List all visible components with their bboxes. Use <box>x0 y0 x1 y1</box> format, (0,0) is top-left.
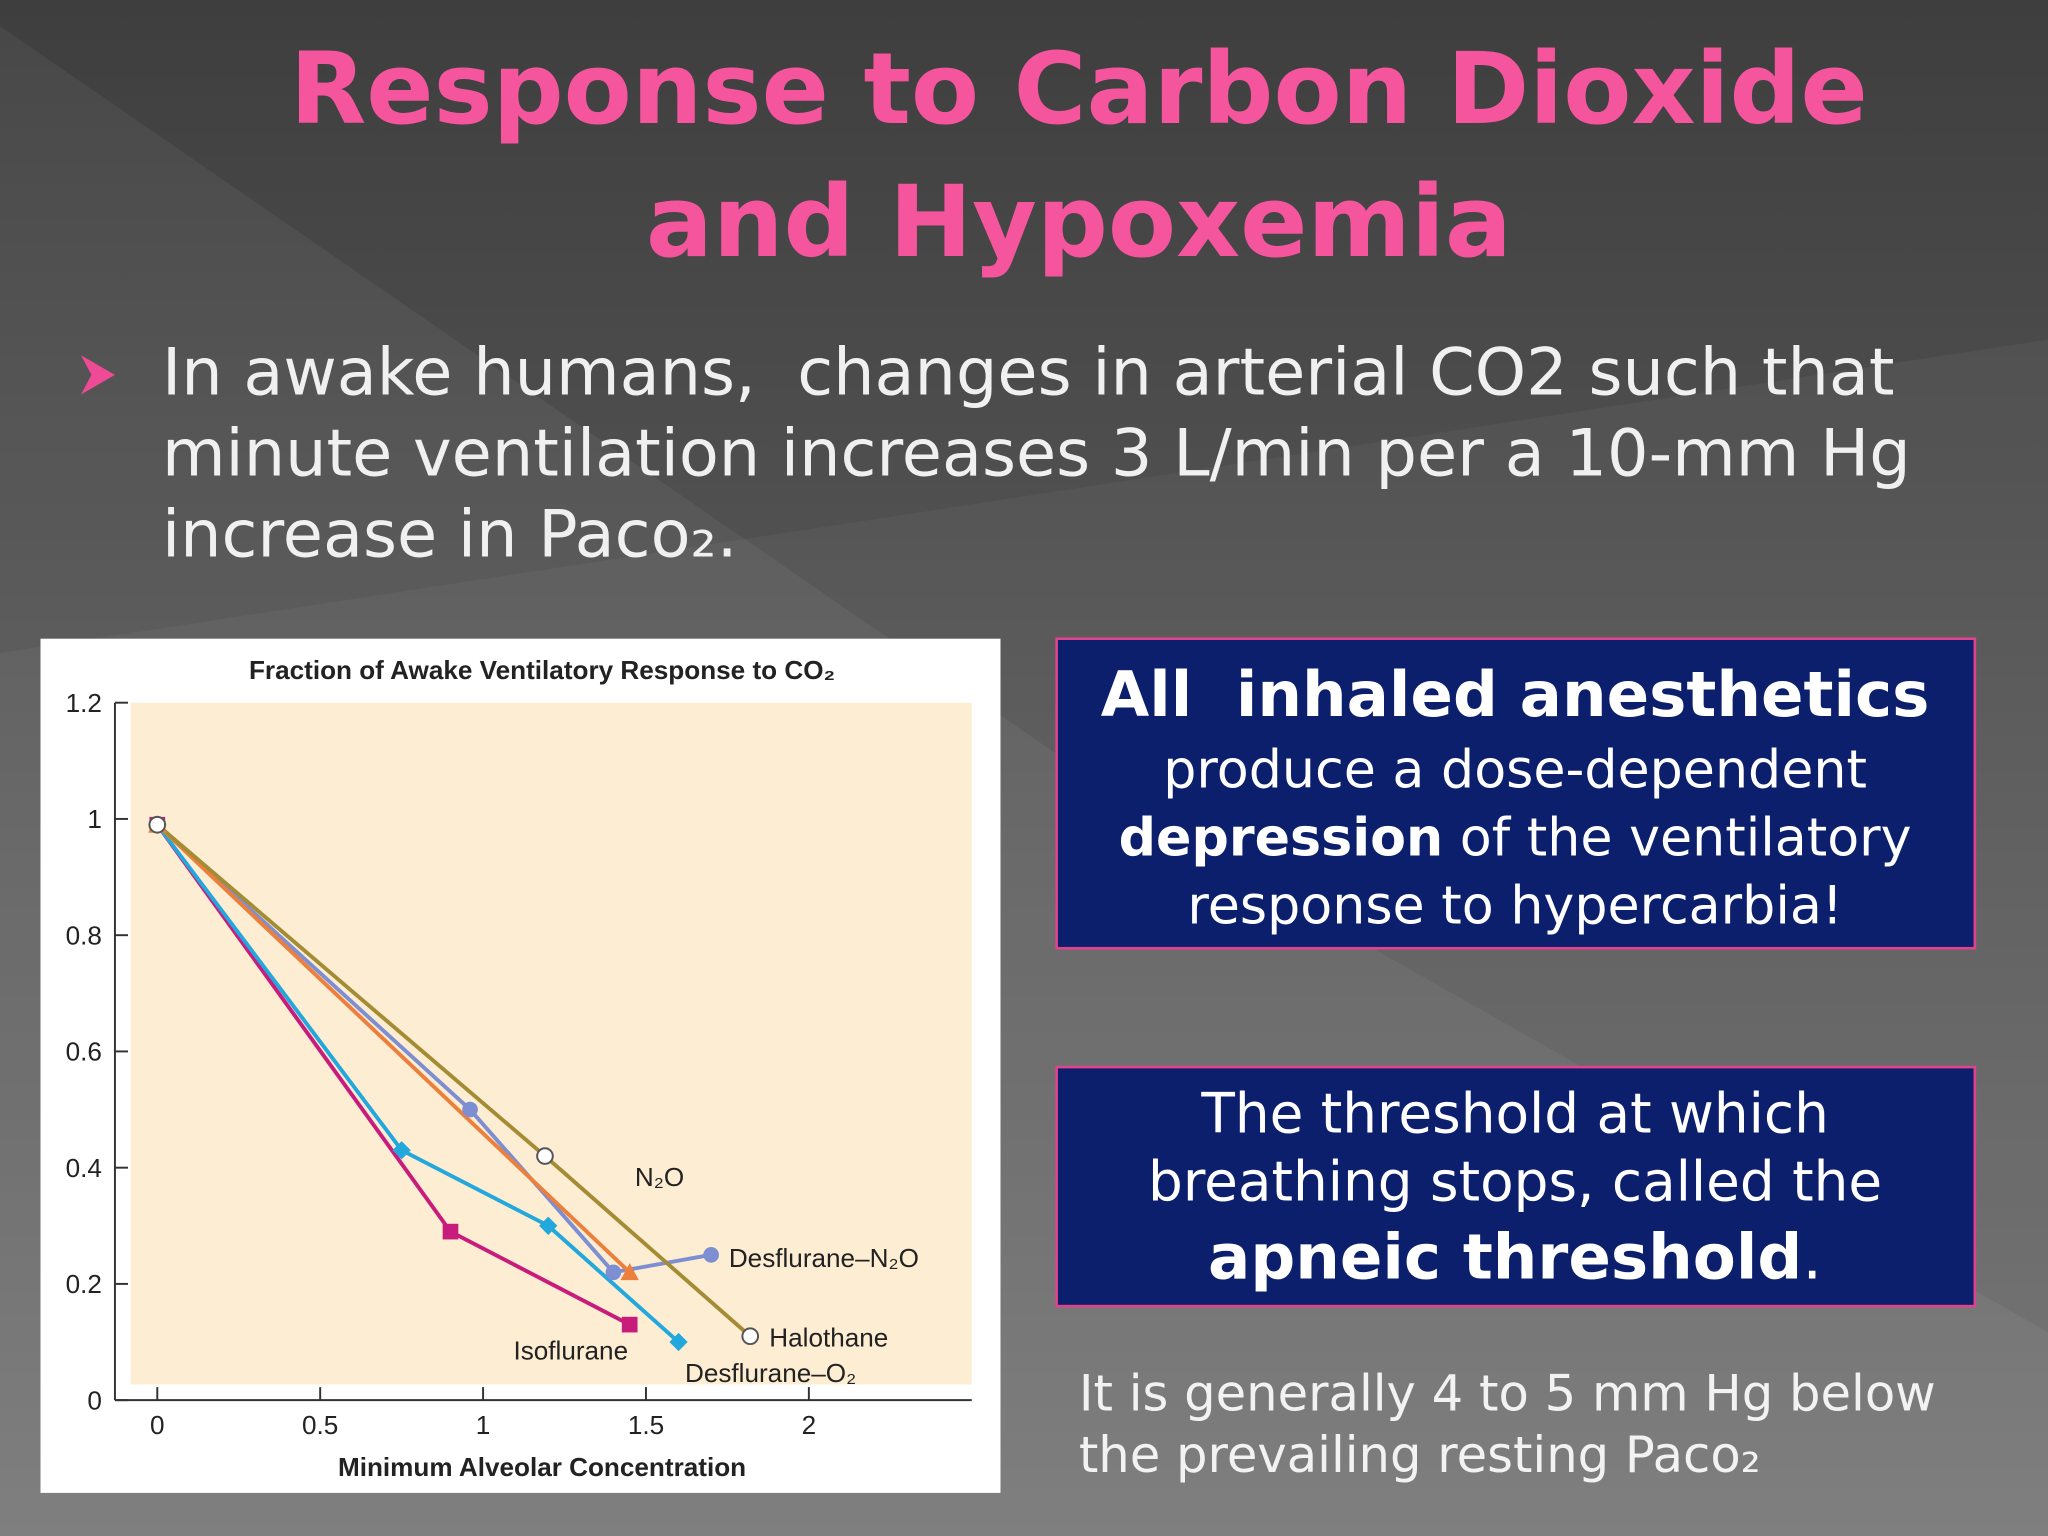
y-tick-label: 0.2 <box>66 1269 102 1299</box>
y-tick-label: 0.8 <box>66 920 102 950</box>
callout-emphasis: apneic threshold <box>1208 1221 1802 1294</box>
bullet-text: In awake humans, changes in arterial CO2… <box>162 334 1895 410</box>
marker <box>703 1247 719 1263</box>
marker <box>539 1216 558 1235</box>
x-tick-label: 0.5 <box>302 1410 338 1440</box>
callout-text: apneic threshold. <box>1208 1221 1822 1294</box>
y-tick-label: 0.4 <box>66 1153 102 1183</box>
x-tick-label: 0 <box>150 1410 165 1440</box>
slide-title: and Hypoxemia <box>646 165 1512 280</box>
plot-area <box>130 702 972 1385</box>
callout-emphasis: depression <box>1119 809 1444 869</box>
callout-box <box>1055 1065 1977 1308</box>
marker <box>741 1327 760 1346</box>
callout-text: response to hypercarbia! <box>1187 876 1842 936</box>
bullet-arrow <box>80 355 115 395</box>
callout-box <box>1055 637 1977 950</box>
slide-title: Response to Carbon Dioxide <box>290 32 1868 147</box>
series-label: N₂O <box>635 1162 684 1192</box>
y-tick-label: 0.6 <box>66 1037 102 1067</box>
marker <box>669 1332 688 1352</box>
y-tick-label: 1.2 <box>66 688 102 718</box>
note-text: the prevailing resting Paco₂ <box>1079 1426 1761 1484</box>
note-text: It is generally 4 to 5 mm Hg below <box>1079 1365 1936 1423</box>
callout-heading: All inhaled anesthetics <box>1101 658 1930 731</box>
callout-text: . <box>1802 1221 1822 1294</box>
bullet-text: minute ventilation increases 3 L/min per… <box>162 415 1911 491</box>
callout-text: The threshold at which <box>1200 1081 1828 1145</box>
series-label: Desflurane–N₂O <box>729 1243 919 1273</box>
chart: Fraction of Awake Ventilatory Response t… <box>40 638 1001 1493</box>
bullet-text: increase in Paco₂. <box>162 496 738 572</box>
series-label: Isoflurane <box>513 1336 628 1366</box>
marker <box>620 1263 639 1281</box>
marker <box>462 1101 478 1118</box>
y-tick-label: 1 <box>87 804 102 834</box>
series-label: Desflurane–O₂ <box>685 1358 856 1388</box>
x-axis-label: Minimum Alveolar Concentration <box>338 1452 746 1482</box>
callout-text: of the ventilatory <box>1443 809 1911 869</box>
chart-title: Fraction of Awake Ventilatory Response t… <box>249 655 835 685</box>
marker <box>605 1264 622 1281</box>
x-tick-label: 1.5 <box>628 1410 664 1440</box>
y-tick-label: 0 <box>87 1385 102 1415</box>
x-tick-label: 1 <box>476 1410 491 1440</box>
series-line <box>155 823 632 1274</box>
marker <box>148 815 167 834</box>
series-label: Halothane <box>769 1323 888 1353</box>
marker <box>536 1147 554 1165</box>
callout-text: breathing stops, called the <box>1148 1149 1882 1213</box>
marker <box>621 1316 638 1333</box>
callout-text: depression of the ventilatory <box>1119 809 1912 869</box>
series-line <box>155 823 680 1344</box>
marker <box>442 1223 459 1240</box>
callout-text: produce a dose-dependent <box>1163 741 1867 801</box>
x-tick-label: 2 <box>802 1410 817 1440</box>
